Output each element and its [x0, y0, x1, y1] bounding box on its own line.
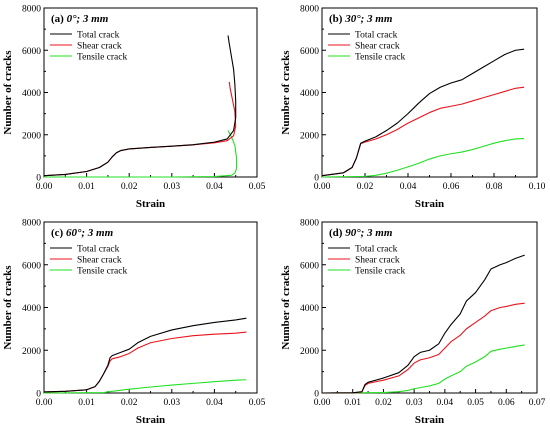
- panel-title: (c) 60°; 3 mm: [51, 227, 114, 239]
- x-tick-label: 0.08: [486, 182, 503, 192]
- x-tick-label: 0.06: [498, 398, 515, 408]
- y-tick-label: 6000: [300, 261, 319, 271]
- series-line-tensile-crack: [321, 344, 525, 394]
- x-tick-label: 0.02: [121, 398, 138, 408]
- panel-label: (d): [329, 227, 343, 239]
- x-tick-label: 0.03: [163, 398, 180, 408]
- y-tick-label: 6000: [22, 47, 41, 57]
- x-tick-label: 0.01: [78, 182, 95, 192]
- panel-label: (c): [51, 227, 64, 239]
- y-axis-label: Number of cracks: [2, 50, 14, 135]
- legend-label: Total crack: [77, 30, 120, 40]
- x-tick-label: 0.04: [206, 398, 223, 408]
- x-tick-label: 0.04: [400, 182, 417, 192]
- x-tick-label: 0.04: [437, 398, 454, 408]
- y-tick-label: 2000: [300, 131, 319, 141]
- series-line-tensile-crack: [43, 379, 247, 394]
- y-tick-label: 0: [314, 174, 319, 184]
- y-tick-label: 6000: [300, 47, 319, 57]
- x-tick-label: 0.07: [529, 398, 546, 408]
- legend-label: Tensile crack: [77, 266, 127, 276]
- y-tick-label: 2000: [22, 347, 41, 357]
- x-tick-label: 0.00: [36, 398, 53, 408]
- legend-label: Total crack: [355, 30, 398, 40]
- x-tick-label: 0.00: [314, 398, 331, 408]
- x-tick-label: 0.03: [406, 398, 423, 408]
- y-tick-label: 8000: [300, 219, 319, 229]
- x-axis-label: Strain: [136, 198, 165, 210]
- series-line-total-crack: [321, 254, 525, 394]
- legend-label: Tensile crack: [355, 266, 405, 276]
- y-tick-label: 8000: [300, 5, 319, 15]
- panel-title-text: 30°; 3 mm: [344, 13, 393, 25]
- y-tick-label: 4000: [300, 304, 319, 314]
- series-line-tensile-crack: [321, 138, 525, 178]
- panel-a: 0.00 0.01 0.02 0.03 0.04 0.05 0 2000 4000 6000 800…: [2, 5, 266, 211]
- panel-title: (b) 30°; 3 mm: [329, 13, 393, 25]
- y-tick-label: 2000: [300, 347, 319, 357]
- x-tick-label: 0.00: [36, 182, 53, 192]
- panel-title: (d) 90°; 3 mm: [329, 227, 393, 239]
- panel-b: 0.00 0.02 0.04 0.06 0.08 0.10 0 2000 4000 6000 800…: [280, 5, 546, 211]
- panel-title: (a) 0°; 3 mm: [51, 13, 109, 25]
- x-tick-label: 0.02: [121, 182, 138, 192]
- y-axis-label: Number of cracks: [280, 265, 292, 350]
- y-tick-label: 4000: [300, 89, 319, 99]
- x-tick-label: 0.01: [78, 398, 95, 408]
- x-tick-label: 0.10: [529, 182, 546, 192]
- y-tick-label: 0: [314, 390, 319, 400]
- y-tick-label: 4000: [22, 89, 41, 99]
- series-line-shear-crack: [43, 81, 237, 177]
- panel-d: 0.00 0.01 0.02 0.03 0.04 0.05 0.06 0.07 0 2000 400…: [280, 219, 546, 427]
- x-tick-label: 0.05: [467, 398, 484, 408]
- series-line-total-crack: [43, 317, 247, 393]
- legend-label: Shear crack: [77, 41, 122, 51]
- x-tick-label: 0.06: [443, 182, 460, 192]
- plot-frame: [43, 221, 258, 394]
- panel-title-text: 60°; 3 mm: [66, 227, 114, 239]
- y-axis-label: Number of cracks: [280, 50, 292, 135]
- x-tick-label: 0.02: [375, 398, 392, 408]
- x-axis-label: Strain: [136, 414, 165, 426]
- series-line-shear-crack: [321, 302, 525, 394]
- x-tick-label: 0.05: [249, 398, 266, 408]
- plot-frame: [43, 7, 258, 178]
- panel-label: (a): [51, 13, 64, 25]
- panel-title-text: 0°; 3 mm: [67, 13, 109, 25]
- panel-c: 0.00 0.01 0.02 0.03 0.04 0.05 0 2000 4000 6000 800…: [2, 219, 266, 427]
- series-line-tensile-crack: [44, 130, 238, 178]
- y-tick-label: 4000: [22, 304, 41, 314]
- legend-label: Total crack: [355, 244, 398, 254]
- x-tick-label: 0.01: [344, 398, 361, 408]
- y-tick-label: 8000: [22, 5, 41, 15]
- legend-label: Shear crack: [355, 255, 400, 265]
- x-tick-label: 0.02: [357, 182, 374, 192]
- y-tick-label: 0: [36, 390, 41, 400]
- x-axis-label: Strain: [415, 198, 444, 210]
- series-line-total-crack: [43, 35, 237, 177]
- x-tick-label: 0.00: [314, 182, 331, 192]
- panel-title-text: 90°; 3 mm: [345, 227, 393, 239]
- series-line-shear-crack: [43, 331, 247, 393]
- x-tick-label: 0.05: [249, 182, 266, 192]
- legend-label: Shear crack: [355, 41, 400, 51]
- y-tick-label: 2000: [22, 131, 41, 141]
- y-axis-label: Number of cracks: [2, 265, 14, 350]
- legend-label: Total crack: [77, 244, 120, 254]
- legend-label: Tensile crack: [77, 52, 127, 62]
- x-tick-label: 0.04: [206, 182, 223, 192]
- series-line-shear-crack: [321, 86, 525, 177]
- legend-label: Shear crack: [77, 255, 122, 265]
- x-axis-label: Strain: [415, 414, 444, 426]
- y-tick-label: 8000: [22, 219, 41, 229]
- y-tick-label: 0: [36, 174, 41, 184]
- panel-label: (b): [329, 13, 343, 25]
- series-line-total-crack: [321, 48, 525, 177]
- y-tick-label: 6000: [22, 261, 41, 271]
- legend-label: Tensile crack: [355, 52, 405, 62]
- x-tick-label: 0.03: [163, 182, 180, 192]
